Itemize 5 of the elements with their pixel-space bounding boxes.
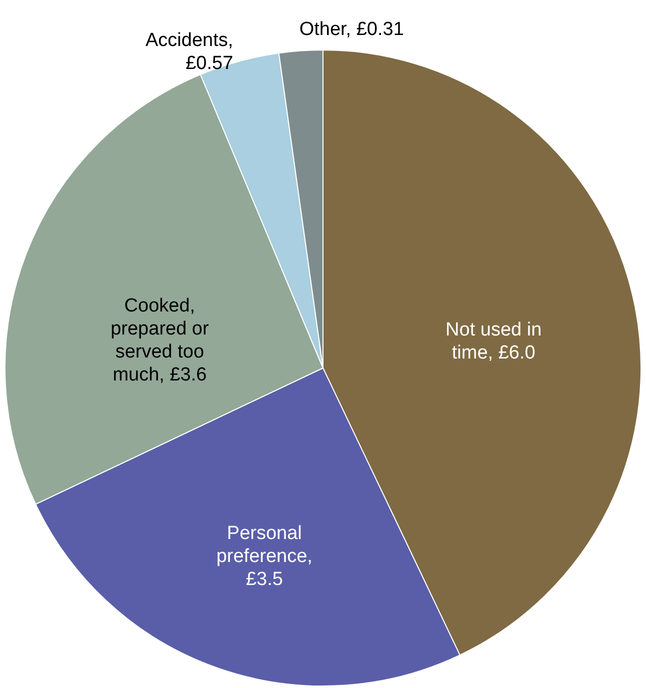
slice-label: Other, £0.31 [299,18,404,40]
slice-label: Cooked, prepared or served too much, £3.6 [110,295,210,386]
slice-label: Personal preference, £3.5 [216,522,312,590]
slice-label: Not used in time, £6.0 [446,319,542,364]
slice-label: Accidents, £0.57 [146,30,234,74]
